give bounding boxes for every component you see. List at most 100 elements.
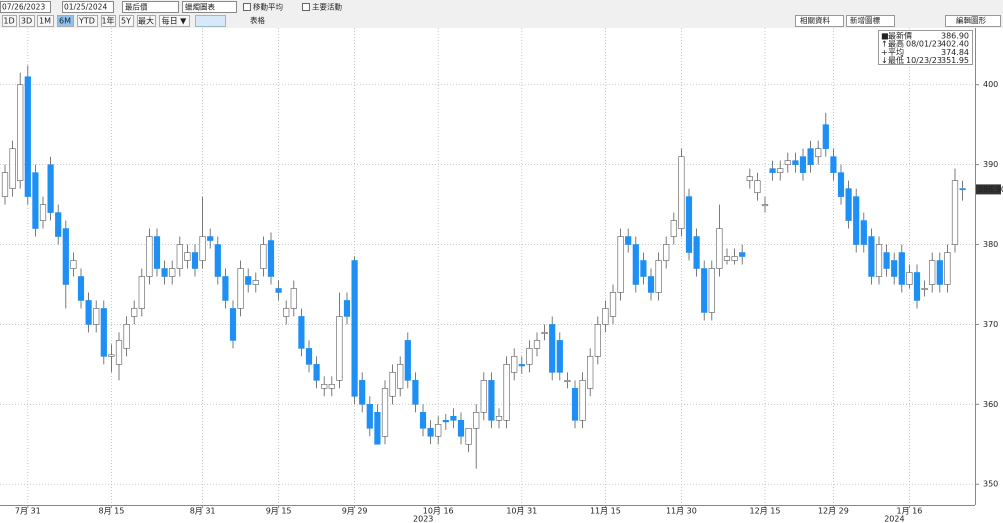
legend-value: 386.90 xyxy=(941,32,969,41)
candle-body xyxy=(153,236,161,269)
period-button[interactable] xyxy=(101,15,116,27)
candle-body xyxy=(579,380,586,421)
candle-body xyxy=(222,276,229,301)
candle-body xyxy=(860,220,867,245)
period-button[interactable] xyxy=(19,15,35,27)
legend-marker: ↑ xyxy=(881,40,888,49)
period-button[interactable] xyxy=(77,15,98,27)
candle-body xyxy=(693,236,700,269)
end-date: 01/25/2024 xyxy=(64,3,107,12)
candle-body xyxy=(571,388,579,421)
candle-body xyxy=(290,288,297,309)
candle-body xyxy=(115,340,123,365)
checkbox[interactable] xyxy=(243,3,251,11)
candle-body xyxy=(488,380,495,421)
candle-body xyxy=(701,268,708,313)
candle-body xyxy=(822,124,829,149)
legend-label: 最新價 xyxy=(888,31,912,41)
candle-body xyxy=(708,268,715,313)
price-field-box[interactable] xyxy=(122,1,179,13)
candle-body xyxy=(252,280,259,285)
candle-body xyxy=(480,380,487,413)
input-box[interactable] xyxy=(195,15,226,27)
edit-box[interactable] xyxy=(945,15,1001,27)
candle-body xyxy=(229,308,237,341)
candle-body xyxy=(647,276,655,293)
period-button[interactable] xyxy=(37,15,54,27)
chart-type-box[interactable] xyxy=(182,1,237,13)
period-button[interactable] xyxy=(119,15,134,27)
related-box[interactable] xyxy=(795,15,844,27)
candle-body xyxy=(62,228,69,285)
candle-body xyxy=(457,420,465,437)
candle-body xyxy=(761,204,769,207)
candle-body xyxy=(374,412,381,445)
candle-body xyxy=(427,427,434,437)
candle-body xyxy=(305,348,313,365)
x-tick-label: 10月 31 xyxy=(506,507,537,516)
candle-body xyxy=(845,188,852,221)
candle-body xyxy=(17,84,24,181)
candle-body xyxy=(640,260,647,277)
candle-body xyxy=(632,244,639,285)
candle-body xyxy=(792,160,799,165)
period-label: 1D xyxy=(3,17,14,26)
legend-marker: ■ xyxy=(881,32,889,41)
year-label: 2023 xyxy=(413,515,433,523)
candle-body xyxy=(549,324,556,373)
related-button[interactable]: 相關資料 xyxy=(800,15,830,25)
candle-body xyxy=(754,180,761,193)
candle-body xyxy=(526,348,533,365)
candle-body xyxy=(442,420,449,423)
candle-body xyxy=(868,236,875,277)
period-button[interactable] xyxy=(137,15,156,27)
period-label: 6M xyxy=(59,17,71,26)
period-button[interactable] xyxy=(2,15,17,27)
y-tick-label: 400 xyxy=(983,80,998,89)
candle-body xyxy=(898,252,905,285)
candle-body xyxy=(214,244,221,277)
edit-button[interactable]: 編輯圖形 xyxy=(956,15,986,25)
candle-body xyxy=(404,340,411,381)
checkbox[interactable] xyxy=(302,3,310,11)
end-date-box[interactable] xyxy=(62,1,114,13)
period-label: 最大 xyxy=(138,16,154,26)
add-box[interactable] xyxy=(846,15,895,27)
candle-body xyxy=(511,356,518,373)
candle-body xyxy=(625,236,632,245)
price-field: 最后價 xyxy=(125,2,148,12)
candle-body xyxy=(883,252,890,269)
toolbar-controls: 07/26/2023 01/25/2024 最后價 蠟燭圖表 移動平均 主要活動… xyxy=(0,1,1001,27)
candle-body xyxy=(39,204,47,221)
candle-body xyxy=(138,276,145,309)
candle-body xyxy=(70,260,77,269)
period-label: 1M xyxy=(39,17,51,26)
candle-body xyxy=(245,276,252,285)
candle-body xyxy=(343,300,351,317)
period-button[interactable] xyxy=(57,15,74,27)
plot-area xyxy=(0,28,975,505)
year-label: 2024 xyxy=(884,515,904,523)
candle-body xyxy=(815,148,822,157)
start-date: 07/26/2023 xyxy=(2,3,45,12)
candle-body xyxy=(191,252,199,269)
candle-body xyxy=(685,196,693,253)
candle-body xyxy=(655,260,662,293)
legend-marker: + xyxy=(881,48,888,57)
start-date-box[interactable] xyxy=(0,1,51,13)
candle-body xyxy=(875,244,883,277)
table-button[interactable]: 表格 xyxy=(250,15,265,25)
add-chart-button[interactable]: 新增圖標 xyxy=(850,15,880,25)
candle-body xyxy=(731,256,738,261)
candle-body xyxy=(146,236,153,277)
candle-body xyxy=(807,148,814,165)
x-tick-label: 9月 15 xyxy=(266,507,292,516)
candle-body xyxy=(24,76,31,197)
candle-body xyxy=(465,427,472,445)
legend-label: 最高 xyxy=(888,39,904,49)
candle-body xyxy=(533,340,541,349)
period-button[interactable] xyxy=(159,15,190,27)
chart-type: 蠟燭圖表 xyxy=(185,2,215,12)
y-tick-label: 350 xyxy=(983,480,998,489)
candle-body xyxy=(161,268,168,277)
